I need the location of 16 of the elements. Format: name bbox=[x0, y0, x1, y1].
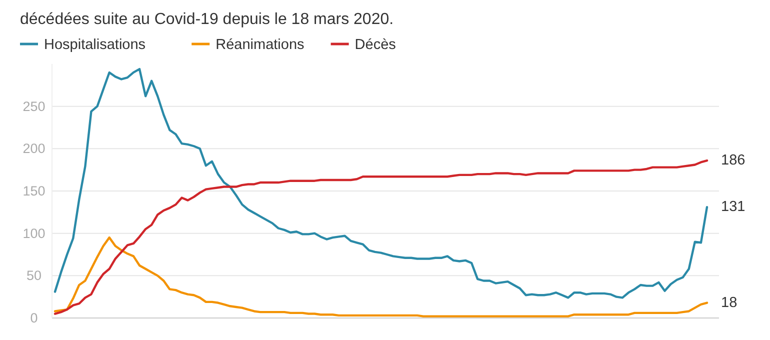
chart-title: décédées suite au Covid-19 depuis le 18 mars 2020. bbox=[20, 11, 394, 28]
y-tick-label: 250 bbox=[22, 98, 46, 114]
line-series bbox=[54, 236, 708, 318]
line-series bbox=[54, 159, 708, 315]
legend-label: Hospitalisations bbox=[44, 37, 146, 53]
y-tick-label: 150 bbox=[22, 184, 46, 198]
data-label: 18 bbox=[721, 294, 738, 311]
data-label: 186 bbox=[721, 152, 746, 169]
y-tick-label: 0 bbox=[30, 310, 38, 326]
data-label: 131 bbox=[721, 199, 746, 216]
legend-label: Réanimations bbox=[216, 37, 304, 53]
line-series bbox=[54, 68, 708, 299]
legend-label: Décès bbox=[354, 37, 396, 53]
y-tick-label: 100 bbox=[22, 226, 46, 241]
y-tick-label: 50 bbox=[26, 268, 42, 284]
y-tick-label: 200 bbox=[22, 141, 46, 156]
